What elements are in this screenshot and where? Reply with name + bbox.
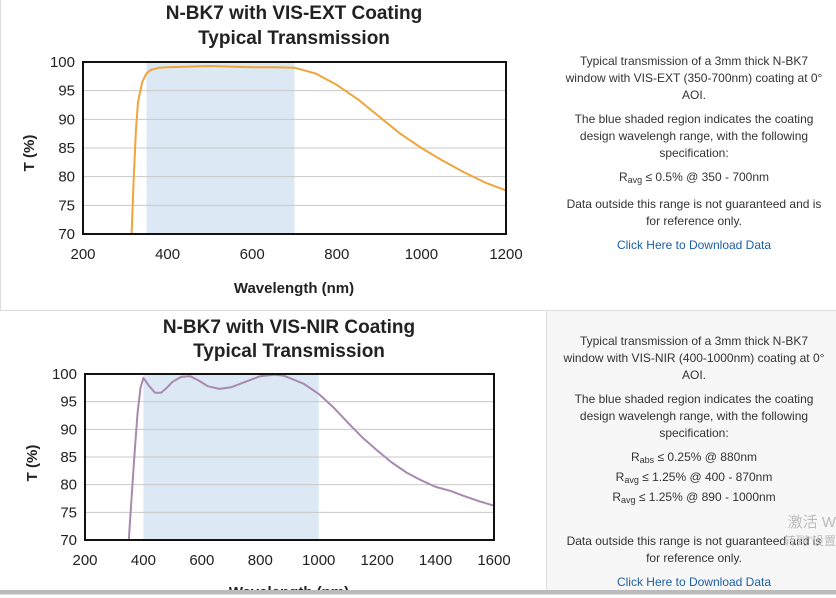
plot-frame <box>82 61 507 235</box>
spec-line: Rabs ≤ 0.25% @ 880nm <box>630 450 757 465</box>
x-tick-label: 800 <box>248 552 273 569</box>
description-shading-note: The blue shaded region indicates the coa… <box>574 392 814 440</box>
description-cell: Typical transmission of a 3mm thick N-BK… <box>547 311 836 594</box>
y-tick-label: 85 <box>60 449 77 466</box>
chart-row-vis-nir: N-BK7 with VIS-NIR Coating Typical Trans… <box>0 311 836 595</box>
y-tick-label: 95 <box>60 394 77 411</box>
y-tick-label: 100 <box>50 54 75 71</box>
description-intro: Typical transmission of a 3mm thick N-BK… <box>565 54 823 102</box>
y-tick-label: 95 <box>58 83 75 100</box>
chart-title-line2: Typical Transmission <box>198 28 390 49</box>
y-axis-label: T (%) <box>21 135 38 172</box>
y-tick-label: 90 <box>58 111 75 128</box>
plot-frame <box>84 373 495 541</box>
transmission-line <box>130 65 507 235</box>
x-tick-label: 400 <box>155 246 180 263</box>
x-tick-label: 1200 <box>489 246 522 263</box>
chart-cell: N-BK7 with VIS-EXT Coating Typical Trans… <box>0 0 548 310</box>
description: Typical transmission of a 3mm thick N-BK… <box>559 53 829 261</box>
description-intro: Typical transmission of a 3mm thick N-BK… <box>563 334 825 382</box>
description-shading-note: The blue shaded region indicates the coa… <box>574 112 814 160</box>
description-cell: Typical transmission of a 3mm thick N-BK… <box>547 0 836 310</box>
transmission-chart-vis-nir: N-BK7 with VIS-NIR Coating Typical Trans… <box>24 317 511 594</box>
description-disclaimer: Data outside this range is not guarantee… <box>566 197 822 228</box>
x-axis-label: Wavelength (nm) <box>229 584 349 594</box>
plot-area: 70 75 80 85 90 95 100 200 400 600 800 1000 1200 1400 1… <box>52 366 511 569</box>
x-tick-label: 1000 <box>302 552 335 569</box>
x-tick-label: 1200 <box>360 552 393 569</box>
x-tick-label: 600 <box>189 552 214 569</box>
y-tick-label: 70 <box>60 532 77 549</box>
x-axis-label: Wavelength (nm) <box>234 280 354 297</box>
spec-line: Ravg ≤ 1.25% @ 890 - 1000nm <box>612 490 776 505</box>
y-tick-label: 70 <box>58 226 75 243</box>
description-disclaimer: Data outside this range is not guarantee… <box>566 534 822 565</box>
description: Typical transmission of a 3mm thick N-BK… <box>559 333 829 598</box>
watermark-line1: 激活 W <box>787 514 836 531</box>
x-tick-label: 200 <box>72 552 97 569</box>
x-tick-label: 200 <box>70 246 95 263</box>
y-tick-label: 85 <box>58 140 75 157</box>
x-tick-label: 600 <box>240 246 265 263</box>
x-tick-label: 400 <box>131 552 156 569</box>
chart-title-line1: N-BK7 with VIS-EXT Coating <box>166 3 423 24</box>
spec-line: Ravg ≤ 1.25% @ 400 - 870nm <box>615 470 773 485</box>
watermark-line2: 转到"设置 <box>783 534 836 548</box>
chart-cell: N-BK7 with VIS-NIR Coating Typical Trans… <box>0 311 547 594</box>
x-tick-label: 1000 <box>405 246 438 263</box>
y-tick-label: 75 <box>58 197 75 214</box>
y-tick-label: 80 <box>58 169 75 186</box>
y-tick-label: 80 <box>60 477 77 494</box>
y-tick-label: 75 <box>60 504 77 521</box>
horizontal-scrollbar[interactable] <box>0 590 836 594</box>
chart-title-line2: Typical Transmission <box>193 341 385 362</box>
y-axis-label: T (%) <box>24 445 41 482</box>
spec-line: Ravg ≤ 0.5% @ 350 - 700nm <box>618 170 770 185</box>
x-tick-label: 1400 <box>419 552 452 569</box>
download-data-link[interactable]: Click Here to Download Data <box>616 575 772 589</box>
plot-area: 70 75 80 85 90 95 100 200 400 600 800 1000 1200 <box>50 54 523 263</box>
chart-row-vis-ext: N-BK7 with VIS-EXT Coating Typical Trans… <box>0 0 836 311</box>
x-tick-label: 1600 <box>477 552 510 569</box>
chart-title-line1: N-BK7 with VIS-NIR Coating <box>163 317 415 338</box>
transmission-line <box>127 373 495 541</box>
y-tick-label: 100 <box>52 366 77 383</box>
y-tick-label: 90 <box>60 421 77 438</box>
transmission-chart-vis-ext: N-BK7 with VIS-EXT Coating Typical Trans… <box>21 3 523 297</box>
x-tick-label: 800 <box>324 246 349 263</box>
download-data-link[interactable]: Click Here to Download Data <box>616 238 772 252</box>
